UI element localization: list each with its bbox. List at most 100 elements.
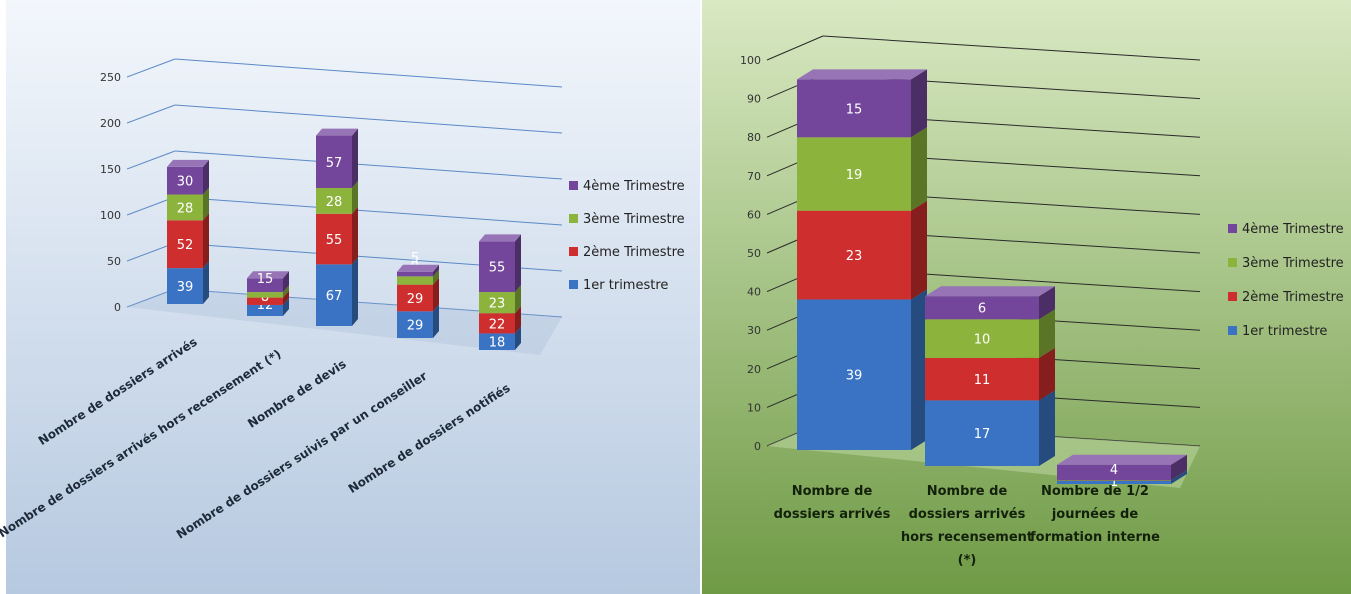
bar-top [925, 286, 1055, 297]
bar-side [283, 271, 289, 293]
bar-segment [247, 278, 283, 293]
bar-top [797, 69, 927, 80]
bar-segment [797, 79, 911, 138]
bar-side [203, 159, 209, 195]
bar-side [433, 277, 439, 312]
category-label-line: (*) [958, 553, 977, 568]
y-tick-label: 60 [747, 208, 761, 221]
bar-side [352, 181, 358, 214]
data-label: 10 [974, 333, 991, 348]
bar-side [203, 261, 209, 304]
data-label: 5 [411, 251, 419, 266]
data-label: 22 [489, 317, 506, 332]
bar-side [203, 213, 209, 269]
bar-side [515, 326, 521, 350]
data-label: 19 [846, 168, 863, 183]
bar-segment [316, 188, 352, 214]
bar-side [1039, 286, 1055, 320]
bar-top [247, 271, 289, 279]
bar-side [911, 200, 927, 300]
bar-side [352, 257, 358, 326]
bar-side [911, 127, 927, 211]
bar-segment [247, 304, 283, 316]
bar-side [283, 285, 289, 298]
y-tick-label: 40 [747, 286, 761, 299]
y-tick-label: 30 [747, 324, 761, 337]
bar-side [433, 264, 439, 277]
bar-side [911, 289, 927, 450]
bar-segment [797, 137, 911, 211]
y-tick-label: 70 [747, 170, 761, 183]
legend-label: 1er trimestre [583, 278, 668, 293]
y-tick-label: 100 [100, 209, 121, 222]
y-tick-label: 200 [100, 117, 121, 130]
gridline [174, 196, 563, 226]
bar-segment [167, 166, 203, 195]
data-label: 39 [177, 280, 194, 295]
category-label-line: dossiers arrivés [774, 507, 891, 522]
bar-top [397, 264, 439, 272]
bar-segment [397, 276, 433, 285]
legend-swatch [1228, 292, 1237, 301]
legend-label: 4ème Trimestre [1242, 222, 1344, 237]
bar-segment [397, 284, 433, 312]
data-label: 23 [489, 297, 506, 312]
bar-side [515, 306, 521, 334]
data-label: 18 [489, 336, 506, 351]
gridline [126, 104, 176, 124]
data-label: 67 [326, 289, 343, 304]
bar-side [283, 298, 289, 316]
legend-label: 3ème Trimestre [583, 212, 685, 227]
data-label: 15 [257, 272, 274, 287]
category-label-line: formation interne [1030, 530, 1160, 545]
category-label-line: dossiers arrivés [909, 507, 1026, 522]
data-label: 15 [846, 102, 863, 117]
right-chart: 0 10 20 30 40 50 60 70 80 90 100 39 23 19 15 Nombre de d… [740, 35, 1344, 568]
legend-label: 1er trimestre [1242, 324, 1327, 339]
bar-side [1171, 454, 1187, 481]
data-label: 30 [177, 175, 194, 190]
y-tick-label: 0 [114, 301, 121, 314]
bar-top [1057, 454, 1187, 465]
data-label: 28 [326, 195, 343, 210]
legend-swatch [569, 214, 578, 223]
category-label: Nombre de dossiers arrivés [774, 484, 891, 522]
gridline [766, 35, 824, 61]
data-label: 29 [407, 292, 424, 307]
bar-segment [797, 210, 911, 300]
y-tick-label: 250 [100, 71, 121, 84]
bar-side [1171, 470, 1187, 484]
bar-top [479, 234, 521, 242]
bar-segment [316, 213, 352, 265]
data-label: 1 [1110, 475, 1118, 490]
category-label-line: Nombre de 1/2 [1041, 484, 1149, 499]
legend-swatch [1228, 258, 1237, 267]
y-tick-label: 80 [747, 131, 761, 144]
bar-segment [247, 297, 283, 305]
bar-segment [479, 313, 515, 334]
bar-segment [1057, 480, 1171, 481]
category-label-line: Nombre de [792, 484, 873, 499]
bar-segment [167, 220, 203, 269]
legend-label: 2ème Trimestre [583, 245, 685, 260]
legend-label: 3ème Trimestre [1242, 256, 1344, 271]
y-tick-label: 10 [747, 401, 761, 414]
y-tick-label: 50 [107, 255, 121, 268]
bar-segment [167, 194, 203, 221]
y-tick-label: 150 [100, 163, 121, 176]
bar-segment [1057, 464, 1171, 481]
bar-segment [479, 241, 515, 293]
legend-swatch [569, 247, 578, 256]
category-label-line: hors recensement [901, 530, 1033, 545]
bar-top [167, 159, 209, 167]
bar-side [1039, 309, 1055, 358]
bar-segment [925, 400, 1039, 466]
data-label: 23 [846, 249, 863, 264]
bar-segment [925, 296, 1039, 320]
data-label: 6 [978, 302, 986, 317]
legend-swatch [1228, 326, 1237, 335]
y-tick-label: 90 [747, 93, 761, 106]
bar-side [352, 128, 358, 188]
gridline [174, 150, 563, 180]
